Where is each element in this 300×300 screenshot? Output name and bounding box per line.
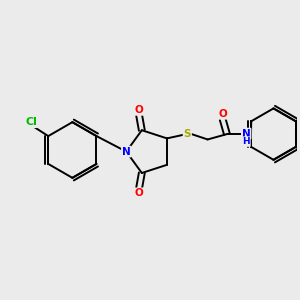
Text: O: O — [135, 188, 143, 198]
Text: H: H — [242, 137, 250, 146]
Text: O: O — [135, 105, 143, 115]
Text: N: N — [122, 147, 131, 157]
Text: Cl: Cl — [25, 117, 37, 127]
Text: O: O — [218, 109, 227, 119]
Text: N: N — [242, 129, 250, 139]
Text: S: S — [184, 129, 191, 139]
